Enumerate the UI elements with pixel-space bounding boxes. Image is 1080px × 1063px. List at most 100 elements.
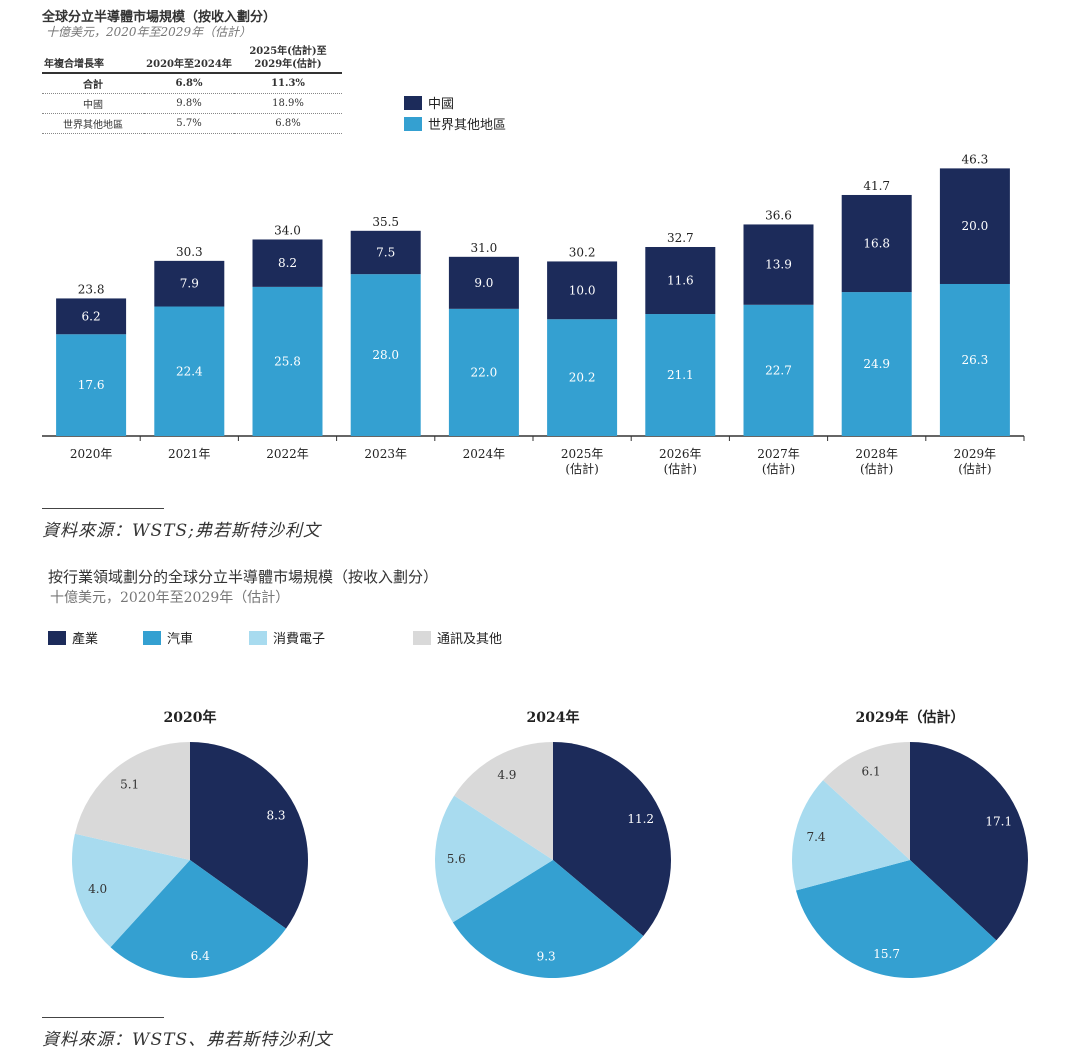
cagr-row-value-2025-2029: 11.3% [234,73,342,94]
x-tick-label: (估計) [565,461,598,476]
legend-swatch-rest-of-world [404,116,422,131]
x-tick-label: 2021年 [168,447,211,461]
pie-slice-industrial [190,742,308,929]
bar-segment-rest-of-world [252,286,323,436]
cagr-header-label: 年複合增長率 [42,44,144,74]
legend-label-consumer: 消費電子 [273,632,326,647]
chart1-subtitle: 十億美元，2020年至2029年（估計） [46,25,252,39]
pie-slice-industrial [553,742,672,936]
pie-legend-item-consumer: 消費電子 [249,628,325,647]
cagr-row-label: 中國 [42,93,144,114]
bar-total-label: 34.0 [274,223,301,237]
bar-total-label: 35.5 [372,215,399,229]
legend-swatch-automotive [143,630,161,645]
chart2-subtitle: 十億美元，2020年至2029年（估計） [50,590,290,606]
x-tick-label: (估計) [958,461,991,476]
pie-legend-item-industrial: 產業 [48,628,98,647]
pie-label-comms: 4.9 [497,768,516,782]
bar-segment-rest-of-world [56,334,127,436]
bar-label-china: 9.0 [474,276,493,290]
chart1-source: 資料來源：WSTS;弗若斯特沙利文 [42,521,321,541]
pie-charts: 2020年 8.3 6.4 4.0 5.1 2024年 11.2 9.3 5.6 4.9 2029年… [71,709,1028,979]
pie-label-consumer: 5.6 [447,852,466,866]
pie-slice-automotive [796,860,997,978]
legend-swatch-industrial [48,630,66,645]
bar-segment-rest-of-world [350,274,421,436]
legend-label-industrial: 產業 [72,632,99,647]
x-tick-label: 2028年 [855,447,898,461]
cagr-header-period2-line1: 2025年(估計)至 [249,46,327,57]
pie-slice-comms [74,742,190,860]
pie-slice-comms [454,742,553,860]
bar-segment-rest-of-world [939,283,1010,436]
bar-label-rest-of-world: 21.1 [667,368,694,382]
x-tick-label: 2027年 [757,447,800,461]
cagr-row-label: 合計 [42,73,144,94]
bar-label-china: 7.5 [376,245,395,259]
bar-label-rest-of-world: 20.2 [569,371,596,385]
source-rule [42,508,164,509]
x-tick-label: 2022年 [266,447,309,461]
bar-segment-china [56,298,127,335]
bar-label-china: 10.0 [569,283,596,297]
bar-segment-rest-of-world [154,306,225,436]
bar-label-rest-of-world: 22.4 [176,364,203,378]
legend-label-automotive: 汽車 [167,632,194,647]
x-tick-label: 2025年 [561,447,604,461]
bar-label-rest-of-world: 25.8 [274,354,301,368]
cagr-row-value-2020-2024: 5.7% [144,113,234,134]
pie-label-industrial: 11.2 [627,812,654,826]
bar-segment-china [154,260,225,307]
bar-segment-china [645,246,716,315]
pie-slice-consumer [71,833,190,948]
pie-label-consumer: 4.0 [88,882,107,896]
bar-segment-rest-of-world [448,308,519,436]
legend-label-rest-of-world: 世界其他地區 [428,118,507,133]
x-tick-label: 2023年 [364,447,407,461]
pie-slice-consumer [792,780,910,891]
pie-slice-automotive [110,860,287,978]
bar-label-rest-of-world: 22.0 [471,365,498,379]
legend-item-rest-of-world: 世界其他地區 [404,113,506,134]
bar-segment-rest-of-world [547,319,618,436]
pie-slice-industrial [910,742,1028,941]
x-tick-label: 2024年 [463,447,506,461]
legend-item-china: 中國 [404,92,506,113]
bar-label-china: 6.2 [82,309,101,323]
bar-total-label: 30.2 [569,245,596,259]
bar-segment-china [350,230,421,275]
bar-label-china: 11.6 [667,274,694,288]
cagr-row-value-2020-2024: 9.8% [144,93,234,114]
pie-label-consumer: 7.4 [806,830,825,844]
chart2-title: 按行業領域劃分的全球分立半導體市場規模（按收入劃分） [48,568,439,586]
pie-legend-item-automotive: 汽車 [143,628,193,647]
bar-label-rest-of-world: 28.0 [372,348,399,362]
pie-label-comms: 6.1 [862,764,881,778]
bar-legend: 中國 世界其他地區 [404,92,506,134]
bar-label-rest-of-world: 22.7 [765,363,792,377]
bar-segment-china [448,256,519,309]
cagr-row-label: 世界其他地區 [42,113,144,134]
pie-label-industrial: 8.3 [266,809,285,823]
bar-segment-china [743,224,814,305]
bar-label-china: 20.0 [962,219,989,233]
bar-total-label: 23.8 [78,282,105,296]
legend-swatch-comms [413,630,431,645]
bar-total-label: 41.7 [863,179,890,193]
x-tick-label: 2029年 [954,447,997,461]
cagr-header-row: 年複合增長率 2020年至2024年 2025年(估計)至 2029年(估計) [42,44,342,74]
stacked-bar-chart: 17.6 6.2 23.8 2020年 22.4 7.9 30.3 2021年 25.8 8.2 3… [42,152,1025,476]
chart1-title: 全球分立半導體市場規模（按收入劃分） [42,10,277,25]
pie-slice-consumer [434,795,553,923]
cagr-row-value-2020-2024: 6.8% [144,73,234,94]
cagr-row-china: 中國 9.8% 18.9% [42,93,342,114]
pie-slice-comms [823,742,910,860]
cagr-table: 年複合增長率 2020年至2024年 2025年(估計)至 2029年(估計) … [42,44,342,134]
legend-swatch-consumer [249,630,267,645]
legend-label-china: 中國 [428,97,455,112]
bar-label-china: 13.9 [765,258,792,272]
legend-label-comms: 通訊及其他 [437,632,503,647]
x-tick-label: 2026年 [659,447,702,461]
bar-total-label: 46.3 [962,152,989,166]
x-tick-label: 2020年 [70,447,113,461]
